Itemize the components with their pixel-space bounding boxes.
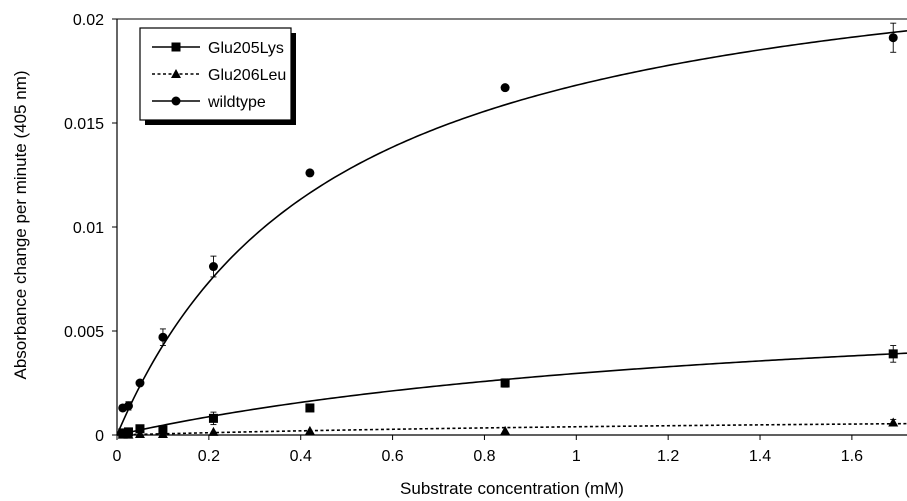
point-glu206leu (123, 429, 134, 439)
point-glu205lys (888, 349, 898, 359)
y-axis-title: Absorbance change per minute (405 nm) (11, 70, 30, 379)
point-glu205lys (135, 424, 145, 434)
point-wildtype (888, 33, 898, 43)
point-glu206leu (157, 428, 168, 438)
y-tick-label: 0.01 (73, 220, 104, 237)
y-tick-label: 0.005 (64, 324, 104, 341)
x-tick-label: 1 (572, 448, 581, 465)
ticks: 0 0.2 0.4 0.6 0.8 1 1.2 1.4 1.6 0 0.005 0.01 0.015 0.… (64, 12, 863, 465)
y-tick-label: 0 (95, 428, 104, 445)
x-tick-label: 0.4 (290, 448, 312, 465)
fit-curve-wildtype (116, 29, 907, 436)
point-wildtype (135, 378, 145, 388)
x-tick-label: 0.2 (198, 448, 220, 465)
legend-marker-wildtype (171, 96, 181, 106)
point-glu206leu (888, 417, 899, 427)
y-tick-label: 0.015 (64, 116, 104, 133)
point-glu206leu (208, 426, 219, 436)
point-glu205lys (500, 378, 510, 388)
x-tick-label: 1.4 (749, 448, 771, 465)
fit-curve-glu206leu (116, 422, 907, 436)
x-tick-label: 0.8 (473, 448, 495, 465)
x-tick-label: 1.2 (657, 448, 679, 465)
legend-label-glu206leu: Glu206Leu (208, 67, 286, 84)
fit-curves (116, 29, 907, 436)
x-tick-label: 0 (113, 448, 122, 465)
legend-marker-glu205lys (171, 42, 181, 52)
point-glu205lys (208, 413, 218, 423)
fit-curve-glu205lys (116, 352, 907, 436)
point-wildtype (158, 332, 168, 342)
x-tick-label: 1.6 (841, 448, 863, 465)
legend: Glu205Lys Glu206Leu wildtype (139, 27, 296, 125)
point-wildtype (123, 401, 133, 411)
point-glu205lys (305, 403, 315, 413)
point-wildtype (208, 262, 218, 272)
legend-label-wildtype: wildtype (207, 94, 266, 111)
point-wildtype (305, 168, 315, 178)
data-points (117, 33, 899, 439)
y-tick-label: 0.02 (73, 12, 104, 29)
point-glu206leu (500, 425, 511, 435)
point-wildtype (500, 83, 510, 93)
point-glu206leu (134, 428, 145, 438)
point-glu206leu (304, 425, 315, 435)
legend-marker-glu206leu (171, 69, 181, 78)
x-axis-title: Substrate concentration (mM) (400, 479, 624, 498)
legend-label-glu205lys: Glu205Lys (208, 40, 284, 57)
x-tick-label: 0.6 (381, 448, 403, 465)
